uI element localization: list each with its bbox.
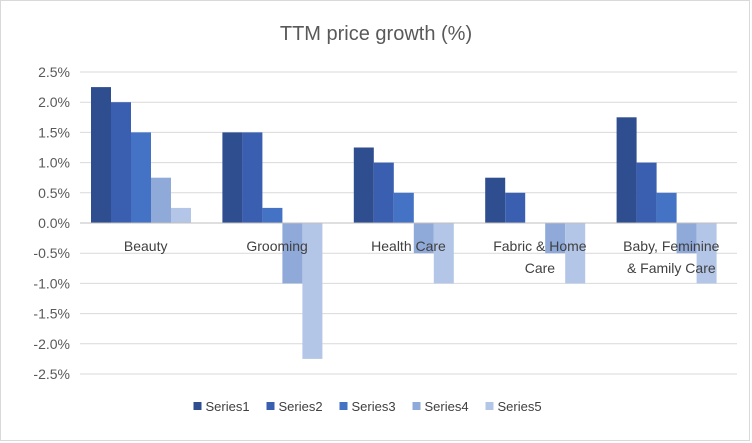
bar-series3 — [262, 207, 283, 223]
legend: Series1 Series2 Series3 Series4 Series5 — [193, 399, 542, 414]
y-tick-label: -2.5% — [33, 366, 70, 382]
y-tick-label: -2.0% — [33, 336, 70, 352]
legend-swatch-series3 — [339, 402, 348, 410]
y-tick-label: -1.0% — [33, 275, 70, 291]
bar-series4 — [545, 223, 566, 254]
bar-series4 — [413, 223, 434, 254]
bars — [91, 87, 717, 359]
legend-label-series2: Series2 — [279, 399, 323, 414]
category-label: Baby, Feminine — [623, 238, 719, 254]
y-tick-label: 2.0% — [38, 94, 70, 110]
legend-swatch-series5 — [485, 402, 494, 410]
bar-series3 — [393, 192, 414, 223]
legend-label-series4: Series4 — [425, 399, 469, 414]
chart-title: TTM price growth (%) — [280, 23, 472, 45]
bar-series5 — [302, 223, 323, 359]
category-label: Beauty — [124, 238, 168, 254]
bar-series4 — [282, 223, 303, 284]
bar-series5 — [171, 207, 191, 223]
legend-swatch-series4 — [412, 402, 421, 410]
category-label: Grooming — [246, 238, 307, 254]
y-tick-label: -0.5% — [33, 245, 70, 261]
bar-series1 — [485, 177, 506, 223]
y-tick-label: -1.5% — [33, 306, 70, 322]
bar-series1 — [91, 87, 111, 223]
bar-series3 — [656, 192, 677, 223]
legend-swatch-series1 — [193, 402, 202, 410]
y-tick-label: 1.0% — [38, 155, 70, 171]
bar-series4 — [151, 177, 171, 223]
legend-swatch-series2 — [266, 402, 275, 410]
bar-series1 — [616, 117, 637, 223]
bar-series2 — [373, 162, 394, 223]
y-axis: 2.5% 2.0% 1.5% 1.0% 0.5% 0.0% -0.5% -1.0% -1.5% -… — [33, 64, 70, 382]
bar-series2 — [242, 132, 263, 223]
category-label: & Family Care — [627, 260, 716, 276]
y-tick-label: 0.5% — [38, 185, 70, 201]
legend-label-series3: Series3 — [352, 399, 396, 414]
y-tick-label: 1.5% — [38, 124, 70, 140]
bar-series5 — [433, 223, 454, 284]
bar-series3 — [131, 132, 151, 223]
legend-label-series1: Series1 — [206, 399, 250, 414]
category-label: Health Care — [371, 238, 446, 254]
bar-series5 — [565, 223, 586, 284]
y-tick-label: 0.0% — [38, 215, 70, 231]
bar-series2 — [505, 192, 526, 223]
legend-label-series5: Series5 — [498, 399, 542, 414]
bar-series2 — [111, 102, 131, 223]
bar-series4 — [676, 223, 697, 254]
y-tick-label: 2.5% — [38, 64, 70, 80]
category-label: Fabric & Home — [493, 238, 587, 254]
bar-series1 — [353, 147, 374, 223]
bar-series1 — [222, 132, 243, 223]
category-labels: Beauty Grooming Health Care Fabric & Home Ca… — [124, 238, 720, 276]
category-label: Care — [525, 260, 556, 276]
bar-series5 — [696, 223, 717, 284]
bar-series2 — [636, 162, 657, 223]
